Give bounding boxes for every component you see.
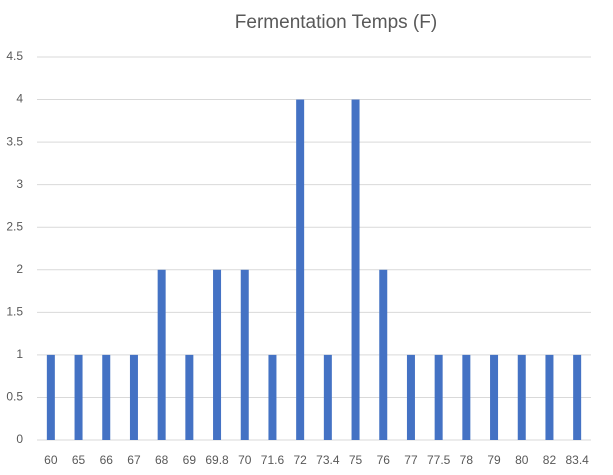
x-tick-label: 77.5 (427, 453, 451, 467)
x-tick-label: 83.4 (565, 453, 589, 467)
bar (351, 99, 360, 441)
x-tick-label: 82 (543, 453, 557, 467)
bar (74, 354, 83, 440)
bar (434, 354, 443, 440)
bar (462, 354, 471, 440)
y-tick-label: 4.5 (6, 49, 23, 63)
x-tick-label: 71.6 (261, 453, 285, 467)
x-tick-label: 68 (155, 453, 169, 467)
x-tick-label: 72 (293, 453, 307, 467)
bar (517, 354, 526, 440)
y-tick-label: 2.5 (6, 219, 23, 233)
y-tick-label: 3 (16, 177, 23, 191)
y-tick-label: 3.5 (6, 134, 23, 148)
bar (129, 354, 138, 440)
bar (490, 354, 499, 440)
x-tick-label: 67 (127, 453, 141, 467)
bar (573, 354, 582, 440)
x-tick-label: 75 (349, 453, 363, 467)
bar (268, 354, 277, 440)
y-tick-label: 0.5 (6, 390, 23, 404)
bar (185, 354, 194, 440)
bar (102, 354, 111, 440)
bar (379, 269, 388, 440)
y-tick-label: 2 (16, 262, 23, 276)
bar (213, 269, 222, 440)
x-tick-label: 73.4 (316, 453, 340, 467)
bar (157, 269, 166, 440)
x-tick-label: 69.8 (205, 453, 229, 467)
x-tick-label: 80 (515, 453, 529, 467)
chart-title: Fermentation Temps (F) (235, 12, 437, 33)
y-tick-label: 1.5 (6, 305, 23, 319)
x-tick-label: 78 (460, 453, 474, 467)
bar (406, 354, 415, 440)
y-tick-label: 4 (16, 92, 23, 106)
x-tick-label: 69 (183, 453, 197, 467)
bar (545, 354, 554, 440)
x-tick-label: 76 (377, 453, 391, 467)
x-tick-label: 77 (404, 453, 418, 467)
y-tick-label: 1 (16, 347, 23, 361)
bar (296, 99, 305, 441)
bar (46, 354, 55, 440)
bar (240, 269, 249, 440)
x-tick-label: 70 (238, 453, 252, 467)
x-tick-label: 79 (487, 453, 501, 467)
x-tick-label: 66 (100, 453, 114, 467)
y-tick-label: 0 (16, 432, 23, 446)
bar (323, 354, 332, 440)
x-tick-label: 65 (72, 453, 86, 467)
x-tick-label: 60 (44, 453, 58, 467)
